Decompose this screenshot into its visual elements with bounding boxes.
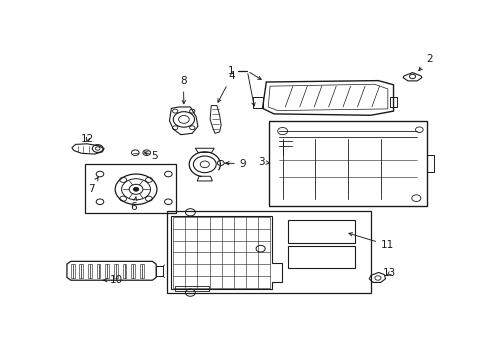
Text: 13: 13 bbox=[383, 268, 396, 278]
Bar bbox=[288, 220, 355, 243]
Bar bbox=[156, 266, 163, 276]
Text: 8: 8 bbox=[180, 76, 187, 104]
Text: 5: 5 bbox=[145, 151, 158, 161]
Bar bbox=[71, 264, 74, 278]
Bar bbox=[88, 264, 92, 278]
Bar bbox=[122, 264, 126, 278]
Bar bbox=[85, 164, 176, 213]
Bar bbox=[288, 246, 355, 268]
Bar bbox=[131, 264, 135, 278]
Bar bbox=[79, 264, 83, 278]
Bar bbox=[270, 121, 427, 206]
Bar bbox=[253, 97, 263, 108]
Text: 1: 1 bbox=[227, 66, 234, 76]
Bar bbox=[175, 286, 209, 291]
Text: 2: 2 bbox=[419, 54, 433, 71]
Text: 9: 9 bbox=[226, 159, 246, 169]
Text: 3: 3 bbox=[258, 157, 270, 167]
Circle shape bbox=[133, 187, 139, 191]
Text: 11: 11 bbox=[349, 233, 394, 250]
Bar bbox=[140, 264, 144, 278]
Bar bbox=[97, 264, 100, 278]
Text: 12: 12 bbox=[81, 134, 94, 144]
Bar bbox=[105, 264, 109, 278]
Text: 10: 10 bbox=[103, 275, 123, 285]
Text: 4: 4 bbox=[218, 72, 235, 102]
Bar bbox=[390, 97, 396, 107]
Bar bbox=[114, 264, 118, 278]
Text: 7: 7 bbox=[88, 177, 98, 194]
Bar bbox=[167, 211, 371, 293]
Text: 6: 6 bbox=[131, 197, 137, 212]
